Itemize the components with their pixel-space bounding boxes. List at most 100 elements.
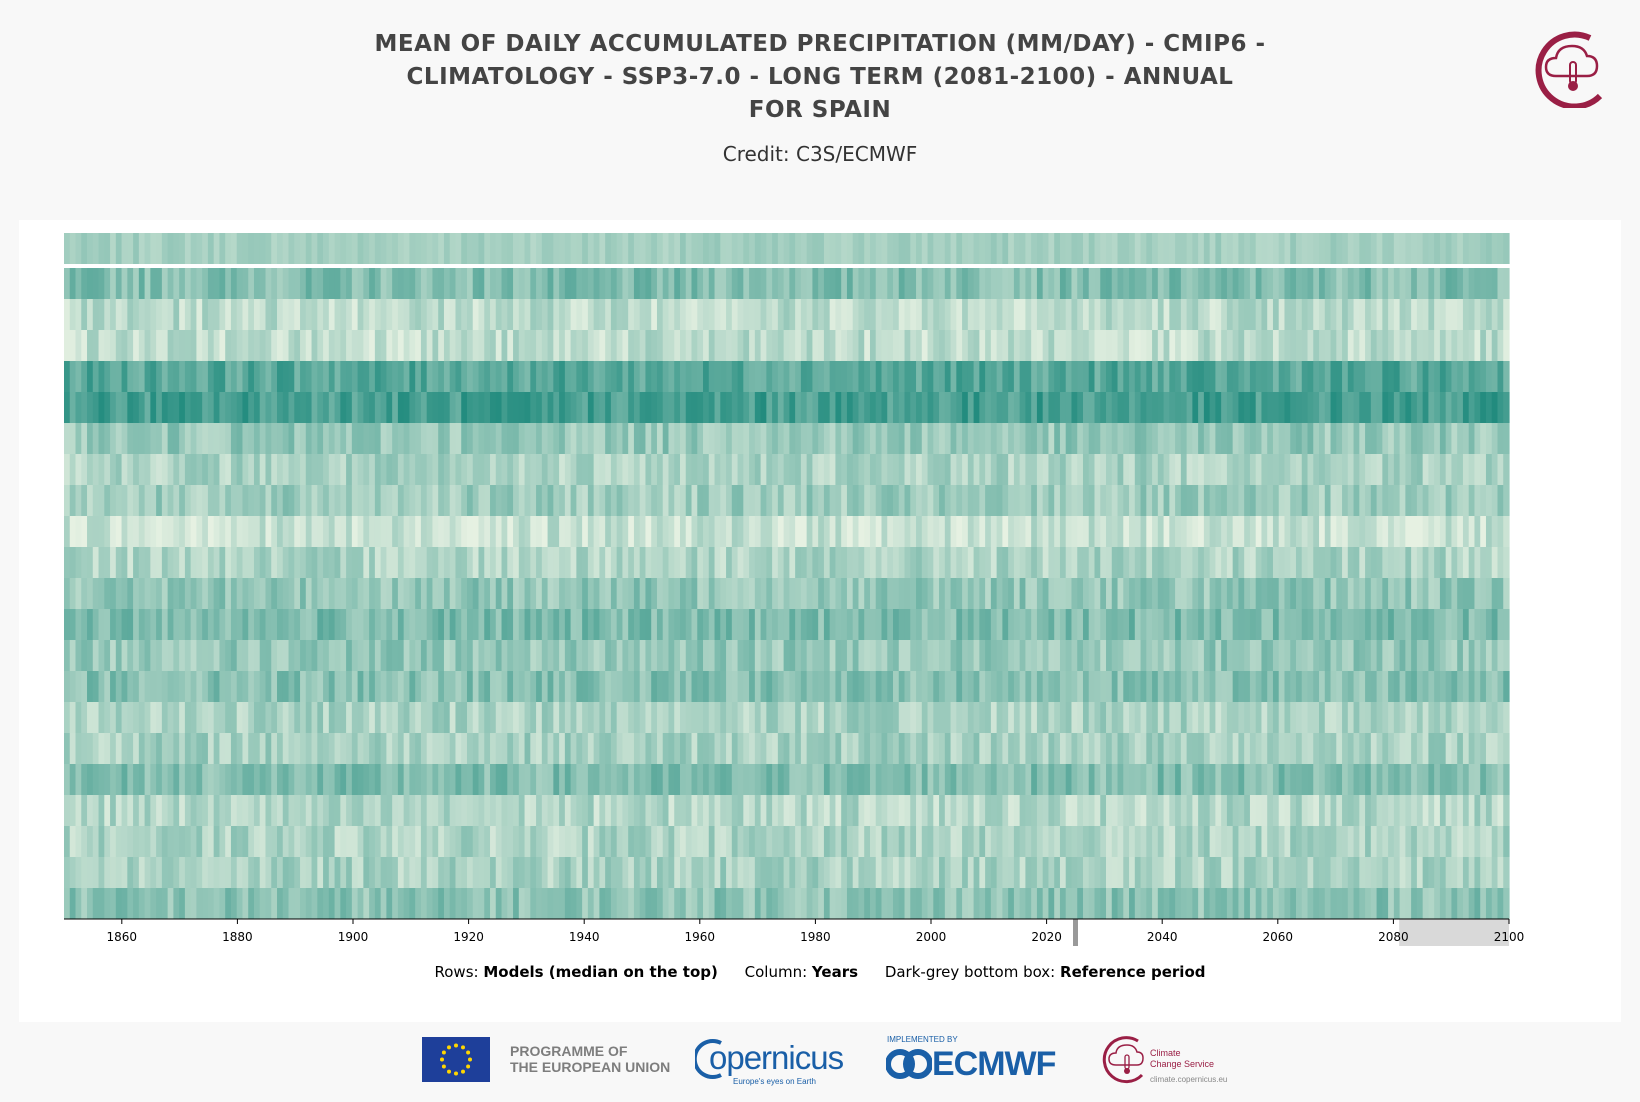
heatmap-cell <box>985 547 992 578</box>
heatmap-cell <box>605 330 612 361</box>
heatmap-cell <box>743 423 750 454</box>
heatmap-cell <box>904 640 911 671</box>
heatmap-cell <box>530 640 537 671</box>
heatmap-cell <box>1388 609 1395 640</box>
heatmap-cell <box>1180 485 1188 516</box>
heatmap-cell <box>1048 609 1055 640</box>
heatmap-cell <box>1106 640 1113 671</box>
heatmap-cell <box>846 547 854 578</box>
heatmap-cell <box>996 299 1003 330</box>
heatmap-cell <box>674 764 681 795</box>
heatmap-cell <box>1405 423 1412 454</box>
heatmap-cell <box>213 609 221 640</box>
heatmap-cell <box>1238 578 1245 609</box>
heatmap-cell <box>691 361 698 392</box>
heatmap-cell <box>1036 330 1044 361</box>
heatmap-cell <box>472 795 480 826</box>
heatmap-cell <box>622 702 629 733</box>
heatmap-cell <box>386 268 393 299</box>
heatmap-cell <box>225 547 232 578</box>
heatmap-cell <box>167 702 174 733</box>
heatmap-cell <box>518 516 526 547</box>
heatmap-cell <box>1290 454 1297 485</box>
heatmap-cell <box>1290 233 1297 264</box>
heatmap-cell <box>495 268 503 299</box>
heatmap-cell <box>541 702 549 733</box>
heatmap-cell <box>1100 578 1107 609</box>
model-row <box>64 795 1510 826</box>
heatmap-cell <box>1439 578 1447 609</box>
heatmap-cell <box>98 268 105 299</box>
heatmap-cell <box>587 361 595 392</box>
heatmap-cell <box>1123 233 1130 264</box>
heatmap-cell <box>1503 547 1510 578</box>
heatmap-cell <box>259 733 267 764</box>
heatmap-cell <box>599 795 606 826</box>
heatmap-cell <box>484 485 491 516</box>
heatmap-cell <box>202 764 209 795</box>
heatmap-cell <box>1365 268 1372 299</box>
heatmap-cell <box>869 516 877 547</box>
heatmap-cell <box>403 485 411 516</box>
heatmap-cell <box>501 702 508 733</box>
heatmap-cell <box>1117 547 1124 578</box>
heatmap-cell <box>1290 516 1297 547</box>
heatmap-cell <box>800 578 808 609</box>
heatmap-cell <box>956 299 963 330</box>
heatmap-cell <box>1140 547 1147 578</box>
heatmap-cell <box>674 702 681 733</box>
heatmap-cell <box>461 547 468 578</box>
heatmap-cell <box>622 299 629 330</box>
heatmap-cell <box>1319 795 1326 826</box>
heatmap-cell <box>714 423 721 454</box>
heatmap-cell <box>144 640 151 671</box>
heatmap-cell <box>69 485 77 516</box>
heatmap-cell <box>685 764 693 795</box>
heatmap-cell <box>150 330 157 361</box>
heatmap-cell <box>1365 671 1372 702</box>
heatmap-cell <box>760 640 767 671</box>
heatmap-cell <box>777 702 785 733</box>
heatmap-cell <box>1347 702 1355 733</box>
heatmap-cell <box>536 299 543 330</box>
heatmap-cell <box>783 516 790 547</box>
heatmap-cell <box>1094 423 1101 454</box>
heatmap-cell <box>294 423 301 454</box>
heatmap-cell <box>1313 609 1320 640</box>
heatmap-cell <box>64 299 71 330</box>
heatmap-cell <box>593 826 600 857</box>
heatmap-cell <box>939 826 946 857</box>
heatmap-cell <box>461 361 468 392</box>
heatmap-cell <box>524 454 531 485</box>
heatmap-cell <box>397 795 405 826</box>
heatmap-cell <box>225 330 232 361</box>
heatmap-cell <box>547 826 554 857</box>
heatmap-cell <box>403 233 411 264</box>
heatmap-cell <box>1175 640 1182 671</box>
heatmap-cell <box>680 640 687 671</box>
heatmap-cell <box>150 361 157 392</box>
heatmap-cell <box>1019 268 1027 299</box>
heatmap-cell <box>726 485 733 516</box>
heatmap-cell <box>881 826 888 857</box>
heatmap-cell <box>893 578 900 609</box>
heatmap-cell <box>1071 454 1078 485</box>
heatmap-cell <box>518 392 526 423</box>
heatmap-cell <box>420 299 428 330</box>
heatmap-cell <box>277 392 284 423</box>
heatmap-cell <box>605 826 612 857</box>
heatmap-cell <box>599 516 606 547</box>
heatmap-cell <box>69 733 77 764</box>
heatmap-cell <box>1186 454 1193 485</box>
heatmap-cell <box>219 702 226 733</box>
heatmap-cell <box>593 233 600 264</box>
heatmap-cell <box>783 547 790 578</box>
heatmap-cell <box>1226 795 1234 826</box>
heatmap-cell <box>1313 578 1320 609</box>
heatmap-cell <box>1439 547 1447 578</box>
heatmap-cell <box>138 392 146 423</box>
heatmap-cell <box>1169 299 1176 330</box>
heatmap-cell <box>1019 702 1027 733</box>
heatmap-cell <box>1025 578 1032 609</box>
heatmap-cell <box>841 423 848 454</box>
